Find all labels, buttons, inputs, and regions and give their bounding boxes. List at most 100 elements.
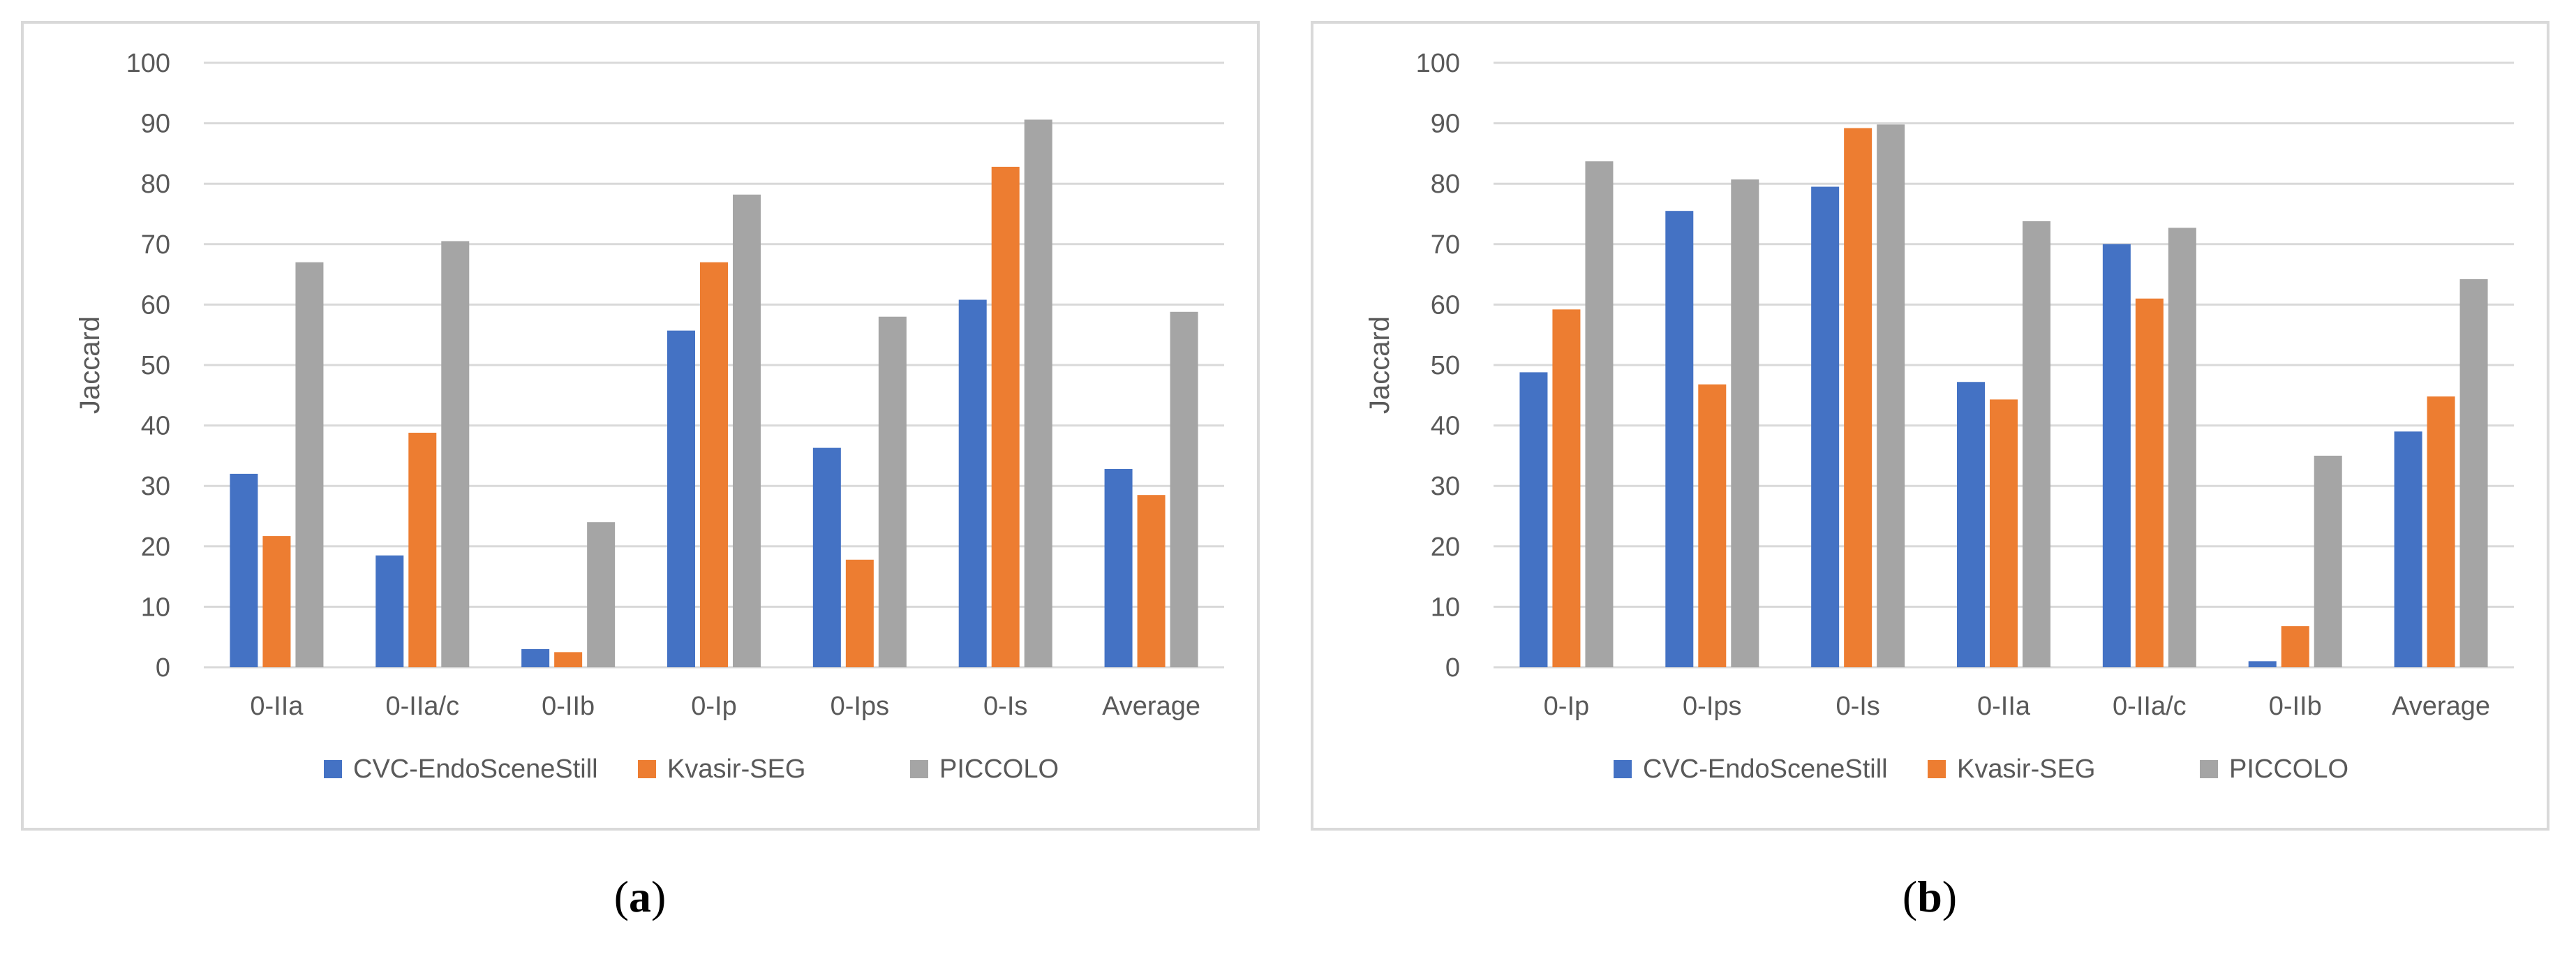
y-tick-label-70: 70	[141, 230, 170, 260]
x-tick-label-0-ip: 0-Ip	[1544, 692, 1589, 721]
bar-kvasir-seg-0-iia-c	[2135, 298, 2164, 667]
bar-kvasir-seg-0-is	[1844, 128, 1873, 667]
legend-label-kvasir-seg: Kvasir-SEG	[667, 754, 805, 784]
bar-piccolo-0-ips	[878, 316, 907, 667]
y-tick-label-50: 50	[1431, 351, 1460, 380]
bar-cvc-endoscenestill-average	[1104, 468, 1133, 667]
y-tick-label-80: 80	[1431, 170, 1460, 199]
y-tick-label-40: 40	[1431, 412, 1460, 441]
legend-label-piccolo: PICCOLO	[939, 754, 1059, 784]
bar-cvc-endoscenestill-average	[2394, 431, 2422, 667]
y-tick-label-40: 40	[141, 412, 170, 441]
bar-piccolo-0-iia-c	[441, 241, 470, 668]
y-tick-label-10: 10	[141, 593, 170, 622]
y-tick-label-100: 100	[126, 49, 170, 78]
y-tick-label-80: 80	[141, 170, 170, 199]
bar-kvasir-seg-0-iia	[1990, 399, 2018, 667]
bar-cvc-endoscenestill-0-ip	[667, 330, 695, 667]
bar-piccolo-average	[2459, 279, 2488, 667]
bar-kvasir-seg-0-iib	[2281, 626, 2309, 667]
x-tick-label-0-ips: 0-Ips	[1683, 692, 1741, 721]
bar-cvc-endoscenestill-0-iia	[230, 473, 258, 667]
bar-cvc-endoscenestill-0-iib	[2248, 661, 2277, 667]
bar-chart-b: 0 10 20 30 40 50 60 70 80 90 100 Jaccard 0-Ip 0-Ips 0-…	[1364, 49, 2514, 784]
legend-swatch-cvc-endoscenestill	[324, 760, 342, 778]
y-tick-label-10: 10	[1431, 593, 1460, 622]
bar-piccolo-0-is	[1024, 119, 1052, 668]
x-tick-label-average: Average	[1102, 692, 1200, 721]
x-tick-label-0-iia-c: 0-IIa/c	[385, 692, 459, 721]
x-tick-label-0-iib: 0-IIb	[542, 692, 595, 721]
bar-piccolo-0-iib	[2314, 455, 2342, 667]
x-tick-label-0-iib: 0-IIb	[2269, 692, 2322, 721]
bar-cvc-endoscenestill-0-is	[958, 299, 987, 667]
bar-cvc-endoscenestill-0-ips	[1665, 211, 1694, 667]
figure-caption-b: (b)	[1902, 872, 1958, 921]
y-tick-label-0: 0	[156, 653, 170, 683]
y-tick-label-90: 90	[1431, 110, 1460, 139]
bar-kvasir-seg-average	[1137, 495, 1166, 667]
caption-label-a: a	[629, 872, 651, 921]
x-tick-label-0-iia-c: 0-IIa/c	[2113, 692, 2187, 721]
legend-swatch-kvasir-seg	[638, 760, 656, 778]
y-tick-label-70: 70	[1431, 230, 1460, 260]
legend-label-cvc-endoscenestill: CVC-EndoSceneStill	[353, 754, 598, 784]
bar-cvc-endoscenestill-0-ips	[812, 447, 841, 667]
bar-cvc-endoscenestill-0-is	[1811, 186, 1840, 667]
legend-swatch-piccolo	[910, 760, 928, 778]
legend-label-kvasir-seg: Kvasir-SEG	[1957, 754, 2095, 784]
x-tick-label-0-is: 0-Is	[983, 692, 1027, 721]
bar-kvasir-seg-0-ips	[1698, 384, 1727, 667]
y-tick-label-30: 30	[141, 472, 170, 501]
y-tick-label-100: 100	[1416, 49, 1460, 78]
y-tick-label-60: 60	[141, 290, 170, 320]
bar-piccolo-0-iia	[2023, 221, 2050, 668]
y-axis-title: Jaccard	[75, 316, 105, 414]
y-tick-label-20: 20	[141, 533, 170, 562]
bar-piccolo-0-iib	[587, 522, 616, 667]
x-tick-label-0-is: 0-Is	[1836, 692, 1879, 721]
x-tick-label-0-iia: 0-IIa	[250, 692, 304, 721]
y-tick-label-30: 30	[1431, 472, 1460, 501]
x-tick-label-0-ips: 0-Ips	[831, 692, 889, 721]
bar-cvc-endoscenestill-0-iia	[1957, 382, 1985, 667]
bar-piccolo-0-ips	[1731, 179, 1759, 667]
bar-cvc-endoscenestill-0-iia-c	[375, 555, 404, 667]
legend-swatch-piccolo	[2200, 760, 2218, 778]
y-tick-label-60: 60	[1431, 290, 1460, 320]
bar-kvasir-seg-0-iib	[554, 652, 583, 667]
legend-label-piccolo: PICCOLO	[2229, 754, 2348, 784]
bar-chart-a: 0 10 20 30 40 50 60 70 80 90 100 Jaccard 0-IIa 0-IIa/…	[75, 49, 1224, 784]
bar-kvasir-seg-average	[2427, 396, 2455, 667]
y-tick-label-50: 50	[141, 351, 170, 380]
bar-kvasir-seg-0-is	[991, 166, 1020, 667]
x-tick-label-0-iia: 0-IIa	[1977, 692, 2031, 721]
x-tick-label-average: Average	[2392, 692, 2490, 721]
y-tick-label-0: 0	[1445, 653, 1460, 683]
chart-panel-b: 0 10 20 30 40 50 60 70 80 90 100 Jaccard 0-Ip 0-Ips 0-…	[1311, 21, 2549, 831]
bar-kvasir-seg-0-iia-c	[408, 432, 437, 667]
y-axis-title: Jaccard	[1364, 316, 1395, 414]
bar-piccolo-0-iia	[295, 262, 324, 667]
bar-piccolo-0-ip	[733, 194, 761, 668]
chart-panel-a: 0 10 20 30 40 50 60 70 80 90 100 Jaccard 0-IIa 0-IIa/…	[21, 21, 1260, 831]
bar-piccolo-0-ip	[1585, 161, 1614, 667]
bar-kvasir-seg-0-ips	[845, 559, 874, 667]
legend-swatch-cvc-endoscenestill	[1614, 760, 1632, 778]
bar-kvasir-seg-0-ip	[700, 262, 728, 667]
legend-label-cvc-endoscenestill: CVC-EndoSceneStill	[1643, 754, 1888, 784]
bar-cvc-endoscenestill-0-ip	[1519, 372, 1548, 667]
y-tick-label-90: 90	[141, 110, 170, 139]
bar-kvasir-seg-0-ip	[1552, 309, 1581, 667]
bar-piccolo-average	[1170, 311, 1198, 667]
bar-kvasir-seg-0-iia	[262, 536, 291, 667]
x-tick-label-0-ip: 0-Ip	[691, 692, 736, 721]
bar-piccolo-0-is	[1877, 124, 1905, 667]
caption-label-b: b	[1917, 872, 1942, 921]
figure-caption-a: (a)	[613, 872, 667, 921]
legend-swatch-kvasir-seg	[1928, 760, 1946, 778]
y-tick-label-20: 20	[1431, 533, 1460, 562]
bar-cvc-endoscenestill-0-iib	[521, 649, 550, 667]
bar-piccolo-0-iia-c	[2168, 228, 2196, 668]
bar-cvc-endoscenestill-0-iia-c	[2102, 244, 2131, 667]
